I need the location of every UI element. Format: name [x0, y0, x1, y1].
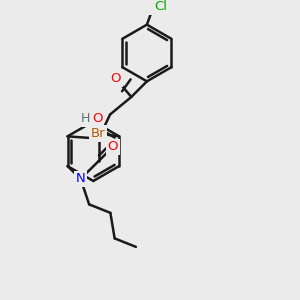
- Text: Cl: Cl: [154, 0, 167, 13]
- Text: Br: Br: [91, 127, 105, 140]
- Text: N: N: [76, 172, 86, 185]
- Text: O: O: [92, 112, 103, 125]
- Text: O: O: [110, 72, 121, 85]
- Text: H: H: [80, 112, 90, 125]
- Text: O: O: [108, 140, 118, 153]
